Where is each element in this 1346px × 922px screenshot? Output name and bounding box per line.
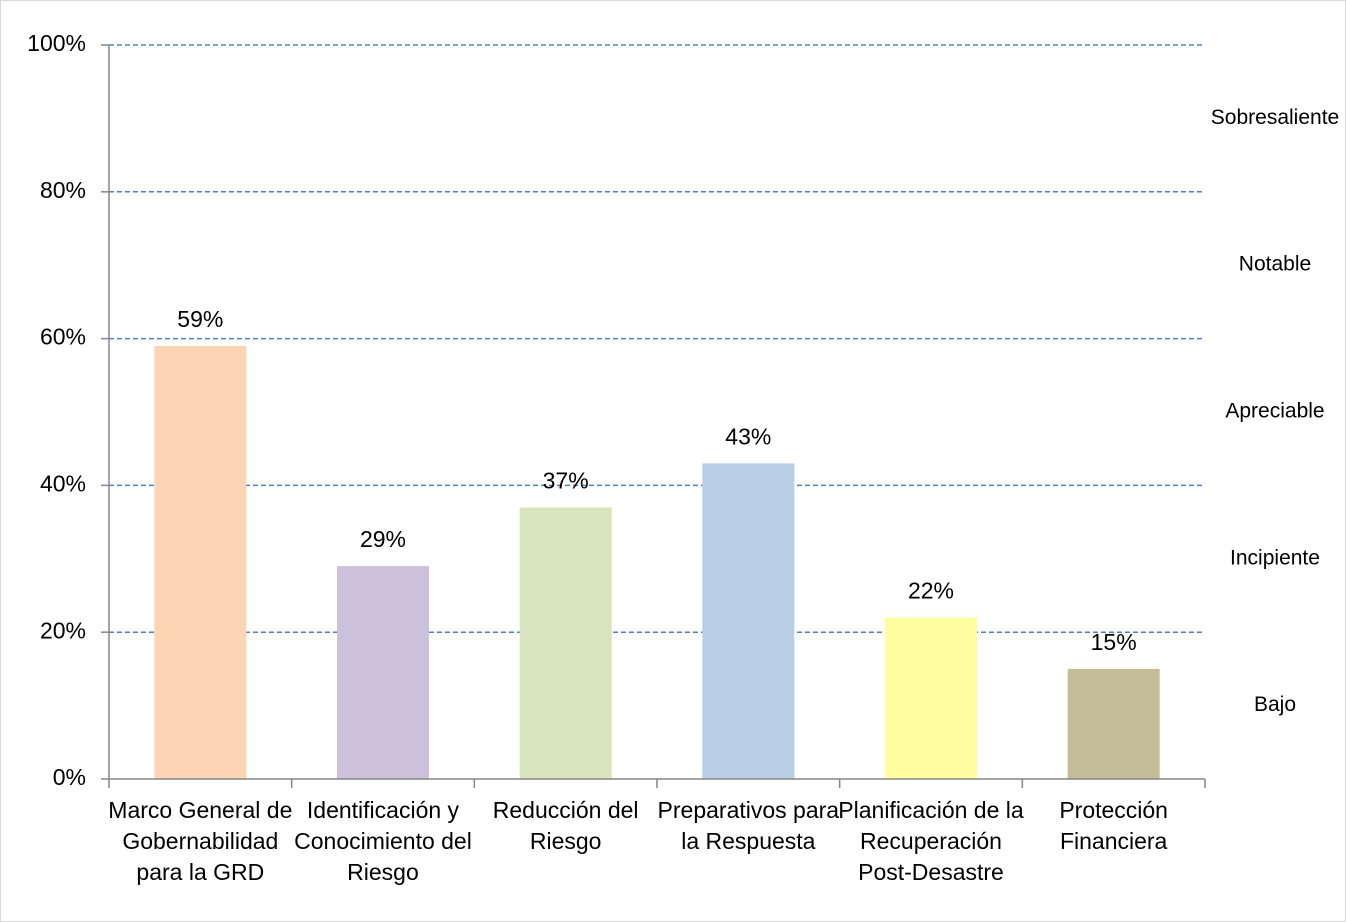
- y-tick-label: 80%: [40, 177, 86, 203]
- value-label: 37%: [543, 467, 589, 493]
- x-tick-label: Planificación de la Recuperación Post-De…: [838, 797, 1024, 885]
- bar: [1067, 668, 1160, 779]
- x-tick-label: Identificación y Conocimiento del Riesgo: [294, 797, 472, 885]
- band-label: Sobresaliente: [1211, 106, 1339, 129]
- bar: [519, 507, 612, 779]
- bar: [337, 566, 429, 779]
- bar: [885, 617, 977, 779]
- y-tick-label: 100%: [27, 30, 86, 56]
- y-tick-label: 0%: [53, 764, 86, 790]
- value-label: 15%: [1091, 629, 1137, 655]
- band-label: Bajo: [1254, 693, 1296, 716]
- x-tick-label: Reducción del Riesgo: [492, 797, 639, 854]
- value-label: 43%: [725, 423, 771, 449]
- x-tick-label: Preparativos para la Respuesta: [657, 797, 840, 854]
- bar: [702, 463, 795, 779]
- x-tick-label: Protección Financiera: [1059, 797, 1168, 854]
- band-label: Notable: [1239, 253, 1311, 276]
- x-tick-label: Marco General de Gobernabilidad para la …: [108, 797, 293, 885]
- bar: [154, 345, 247, 779]
- band-label: Incipiente: [1230, 546, 1320, 569]
- y-tick-label: 20%: [40, 617, 86, 643]
- y-tick-label: 40%: [40, 470, 86, 496]
- y-tick-label: 60%: [40, 324, 86, 350]
- value-label: 22%: [908, 578, 954, 604]
- value-label: 59%: [177, 306, 223, 332]
- band-label: Apreciable: [1225, 400, 1324, 423]
- value-label: 29%: [360, 526, 406, 552]
